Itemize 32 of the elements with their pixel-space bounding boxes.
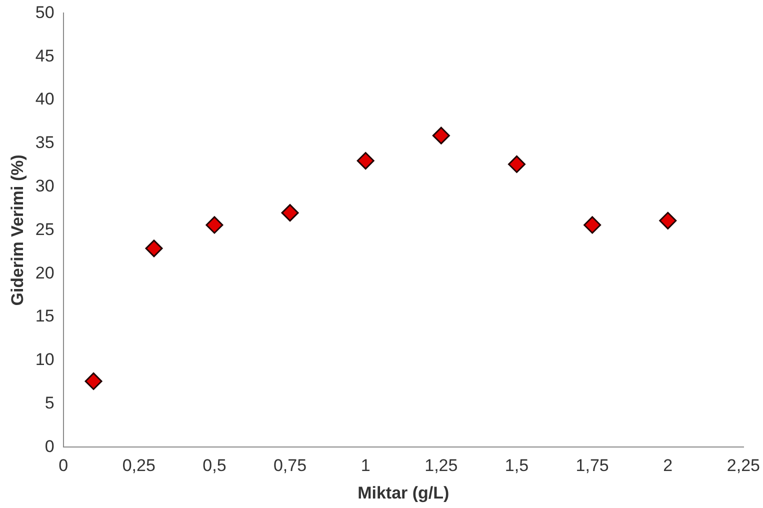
point (432, 126, 450, 144)
y-tick-label: 15 (35, 306, 54, 326)
x-tick-label: 1 (360, 456, 370, 476)
point (508, 155, 526, 173)
y-tick-label: 50 (35, 2, 54, 22)
x-tick-label: 0,75 (273, 456, 307, 476)
x-tick-label: 1,75 (576, 456, 609, 476)
y-tick-label: 35 (35, 133, 54, 152)
x-tick-label: 1,5 (504, 456, 529, 476)
y-tick-label: 0 (44, 436, 54, 456)
point (281, 204, 299, 222)
point (584, 216, 602, 234)
x-tick-label: 0,25 (122, 456, 156, 476)
y-tick-label: 25 (35, 220, 54, 239)
x-tick-label: 2 (663, 456, 673, 476)
point (356, 152, 374, 170)
x-tick-label: 0 (58, 456, 68, 476)
y-tick-label: 10 (35, 350, 54, 370)
x-tick-label: 0,5 (202, 456, 226, 476)
y-tick-label: 30 (35, 176, 54, 196)
point (84, 372, 102, 390)
x-axis-title: Miktar (g/L) (358, 483, 450, 502)
x-tick-label: 1,25 (424, 456, 458, 476)
y-axis-title: Giderim Verimi (%) (8, 154, 27, 306)
y-tick-label: 40 (35, 90, 54, 109)
y-tick-label: 45 (35, 46, 54, 66)
point (206, 216, 224, 234)
y-tick-label: 20 (35, 263, 54, 282)
point (145, 240, 163, 258)
point (659, 212, 677, 230)
x-tick-label: 2,25 (726, 456, 760, 476)
y-tick-label: 5 (44, 393, 54, 412)
